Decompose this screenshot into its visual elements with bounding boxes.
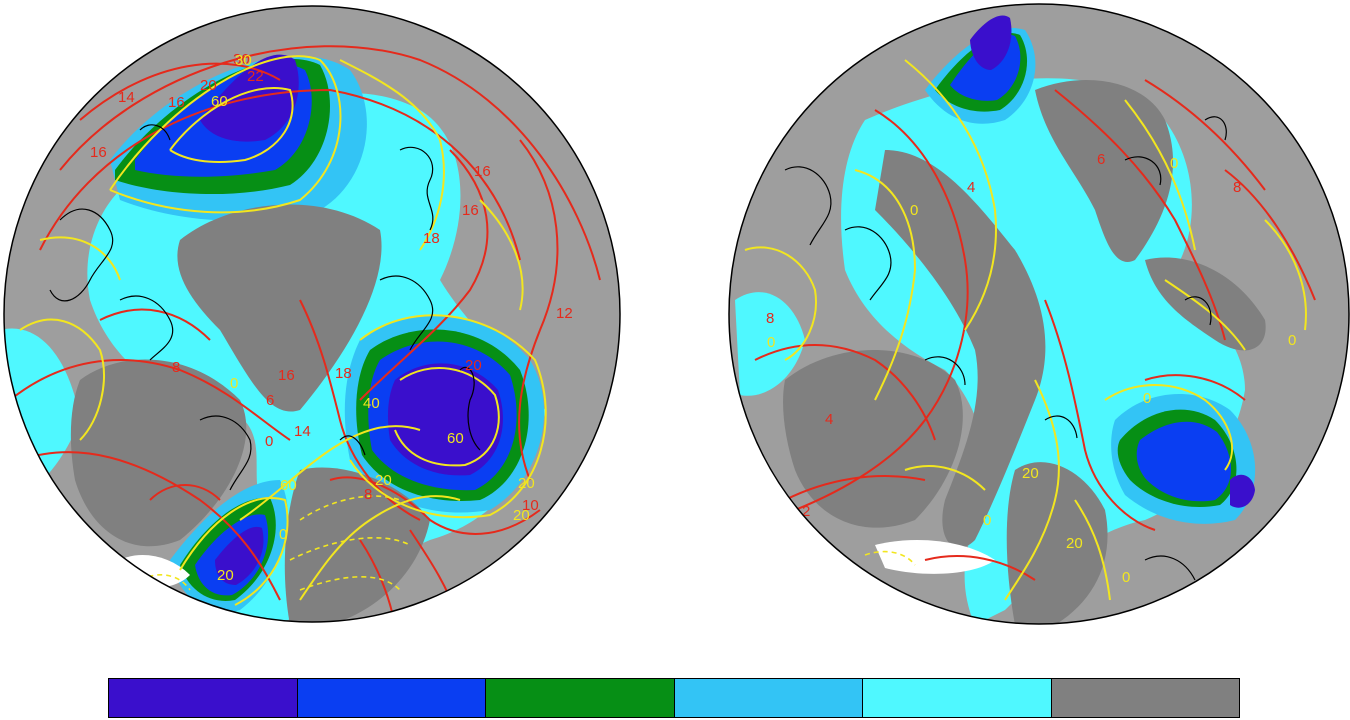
yellow-contour-labels: 30 60 0 40 60 20 20 20 0 20 60 (211, 52, 535, 584)
map-panel-right: 4 6 8 4 2 8 0 0 20 20 0 0 0 0 0 (725, 0, 1350, 625)
map-boundary-circle (3, 5, 621, 623)
colorbar-swatch (1051, 679, 1239, 717)
red-label: 14 (294, 423, 311, 440)
yellow-label: 0 (1288, 332, 1296, 349)
yellow-label: 20 (375, 472, 392, 489)
yellow-label: 20 (513, 507, 530, 524)
ocean-indigo-south (215, 526, 264, 585)
yellow-contours (19, 55, 547, 606)
red-contours (754, 79, 1316, 581)
map-panel-left: 22 20 16 14 16 16 16 18 18 12 16 14 8 6 … (0, 0, 625, 625)
red-label: 20 (200, 77, 217, 94)
ocean-grey-central (177, 204, 382, 412)
red-label: 8 (1233, 179, 1241, 196)
red-label: 16 (474, 163, 491, 180)
ocean-indigo-east (1230, 474, 1255, 508)
red-label: 6 (1097, 151, 1105, 168)
red-label: 4 (967, 179, 975, 196)
red-label: 14 (118, 89, 135, 106)
ocean-indigo-north (970, 15, 1012, 70)
red-label: 16 (278, 367, 295, 384)
red-label: 16 (90, 144, 107, 161)
yellow-contours (744, 59, 1307, 601)
red-label: 0 (265, 433, 273, 450)
yellow-label: 20 (1022, 465, 1039, 482)
yellow-label: 0 (1143, 390, 1151, 407)
red-label: 8 (364, 486, 372, 503)
red-label: 10 (522, 497, 539, 514)
coastlines (784, 116, 1227, 581)
red-label: 30 (233, 51, 250, 68)
red-label: 22 (247, 68, 264, 85)
ocean-grey-south (1006, 462, 1108, 624)
yellow-label: 20 (217, 567, 234, 584)
colorbar (108, 678, 1240, 718)
colorbar-swatch (674, 679, 863, 717)
red-label: 6 (266, 392, 274, 409)
yellow-label: 60 (280, 477, 297, 494)
red-label: 8 (172, 359, 180, 376)
coastlines (49, 124, 481, 491)
polar-map-left: 22 20 16 14 16 16 16 18 18 12 16 14 8 6 … (3, 5, 621, 623)
red-contour-labels: 22 20 16 14 16 16 16 18 18 12 16 14 8 6 … (90, 51, 573, 514)
yellow-dashed-contours (139, 495, 411, 591)
yellow-label: 40 (363, 395, 380, 412)
yellow-label: 30 (235, 52, 252, 69)
ocean-cyan-west (735, 292, 805, 396)
ocean-grey-north (1035, 80, 1174, 262)
ocean-grey-southwest (70, 359, 247, 547)
yellow-contour-labels: 0 0 20 20 0 0 0 0 0 (767, 155, 1296, 586)
red-label: 16 (168, 94, 185, 111)
yellow-label: 0 (1122, 569, 1130, 586)
ocean-grey-central (875, 150, 1046, 548)
red-label: 18 (335, 365, 352, 382)
red-label: 8 (766, 310, 774, 327)
red-label: 2 (802, 503, 810, 520)
yellow-label: 60 (211, 93, 228, 110)
map-boundary-circle (728, 3, 1350, 625)
yellow-dashed-contours (864, 550, 916, 566)
red-label: 12 (556, 305, 573, 322)
yellow-label: 0 (279, 526, 287, 543)
colorbar-swatch (109, 679, 298, 717)
yellow-label: 0 (767, 334, 775, 351)
red-label: 18 (423, 230, 440, 247)
red-label: 4 (825, 411, 833, 428)
colorbar-swatch (486, 679, 675, 717)
polar-map-right: 4 6 8 4 2 8 0 0 20 20 0 0 0 0 0 (728, 3, 1350, 625)
yellow-label: 0 (983, 512, 991, 529)
red-label: 20 (465, 357, 482, 374)
yellow-label: 0 (910, 202, 918, 219)
red-label: 16 (462, 202, 479, 219)
colorbar-swatch (297, 679, 486, 717)
red-contour-labels: 4 6 8 4 2 8 (766, 151, 1241, 520)
yellow-label: 20 (1066, 535, 1083, 552)
yellow-label: 0 (1170, 155, 1178, 172)
red-contours (9, 45, 601, 622)
ocean-grey-east (1145, 257, 1266, 351)
yellow-label: 60 (447, 430, 464, 447)
ocean-indigo-east (387, 363, 503, 476)
yellow-label: 0 (230, 375, 238, 392)
yellow-label: 20 (518, 475, 535, 492)
ocean-blue-east (1136, 421, 1231, 502)
colorbar-swatch (863, 679, 1052, 717)
